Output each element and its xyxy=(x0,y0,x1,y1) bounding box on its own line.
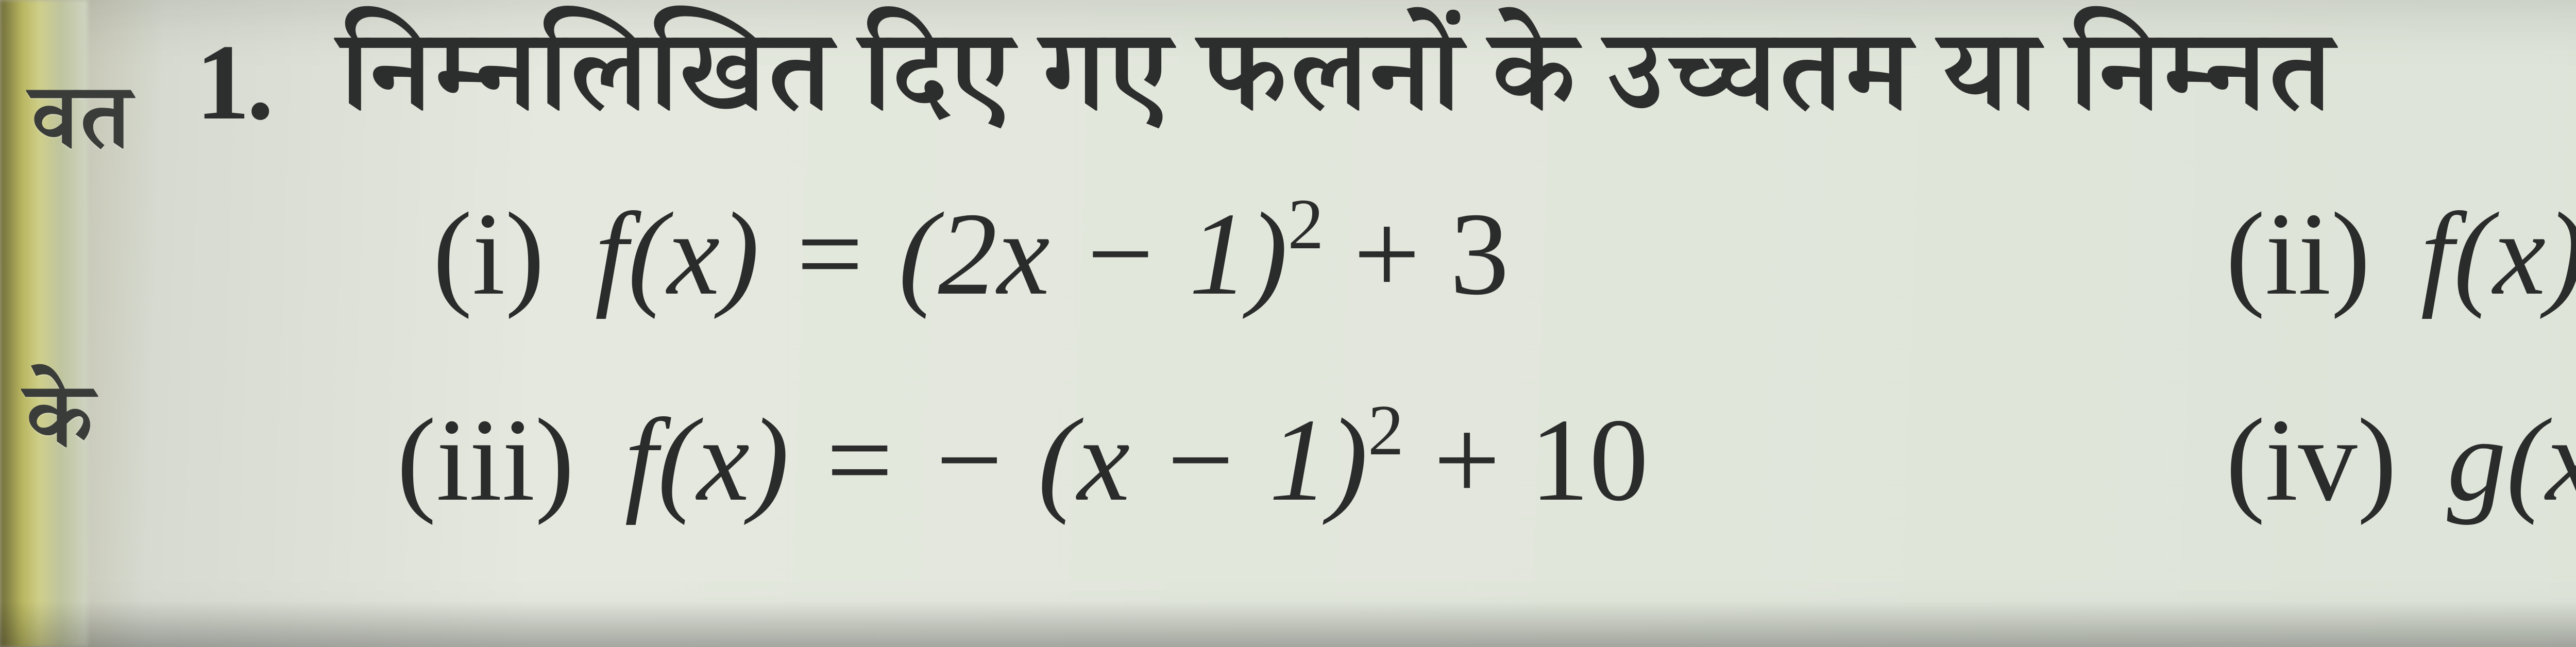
item-i-expr-post: + 3 xyxy=(1324,188,1509,319)
item-i-expr-pre: f(x) = (2x − 1) xyxy=(595,188,1288,319)
item-ii-label: (ii) xyxy=(2226,188,2370,319)
item-iii-label: (iii) xyxy=(397,394,574,525)
left-margin-text-2: के xyxy=(26,361,93,505)
item-iii: (iii) f(x) = − (x − 1)2 + 10 xyxy=(397,391,1649,528)
item-i: (i) f(x) = (2x − 1)2 + 3 xyxy=(433,185,1509,322)
item-ii-expr: f(x) xyxy=(2421,188,2576,319)
question-number: 1. xyxy=(196,21,271,145)
item-iii-expr-post: + 10 xyxy=(1404,394,1649,525)
item-iii-expr-pre: f(x) = − (x − 1) xyxy=(624,394,1368,525)
shadow-bottom xyxy=(0,601,2576,647)
question-text: निम्नलिखित दिए गए फलनों के उच्चतम या निम… xyxy=(340,3,2333,182)
item-iv-label: (iv) xyxy=(2226,394,2397,525)
item-i-sup: 2 xyxy=(1287,184,1324,264)
item-iv: (iv) g(x xyxy=(2226,391,2576,528)
item-iii-sup: 2 xyxy=(1368,390,1404,470)
left-margin-text-1: वत xyxy=(31,62,130,206)
item-i-label: (i) xyxy=(433,188,545,319)
item-iv-expr: g(x xyxy=(2447,394,2576,525)
item-ii: (ii) f(x) xyxy=(2226,185,2576,322)
page-scan: वत के 1. निम्नलिखित दिए गए फलनों के उच्च… xyxy=(0,0,2576,647)
